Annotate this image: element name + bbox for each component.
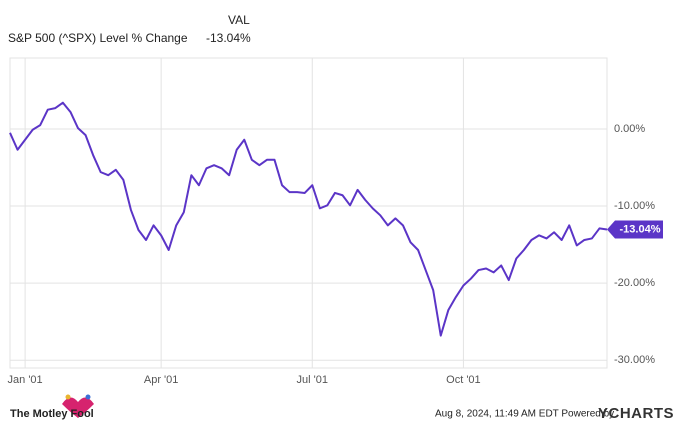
- x-tick-label: Apr '01: [144, 374, 179, 386]
- logo-icon: [62, 397, 94, 418]
- y-tick-label: -20.00%: [614, 277, 655, 289]
- logo-dot: [85, 394, 91, 400]
- line: [9, 101, 608, 337]
- x-tick-label: Jul '01: [297, 374, 328, 386]
- brand: The Motley Fool: [10, 408, 94, 420]
- timestamp: Aug 8, 2024, 11:49 AM EDT Powered by: [435, 409, 614, 420]
- x-tick-label: Oct '01: [446, 374, 481, 386]
- y-tick-label: 0.00%: [614, 123, 645, 135]
- provider: YCHARTS: [598, 405, 674, 422]
- value-header: VAL: [228, 13, 250, 27]
- plot-frame: [9, 57, 608, 369]
- x-tick-label: Jan '01: [8, 374, 43, 386]
- y-tick-label: -10.00%: [614, 200, 655, 212]
- end-label: -13.04%: [620, 223, 661, 235]
- series-name: S&P 500 (^SPX) Level % Change: [8, 31, 188, 45]
- series-value: -13.04%: [206, 31, 251, 45]
- logo-dot: [65, 394, 71, 400]
- motley-fool-logo: [62, 394, 94, 418]
- y-tick-label: -30.00%: [614, 354, 655, 366]
- end-badge: [607, 220, 663, 239]
